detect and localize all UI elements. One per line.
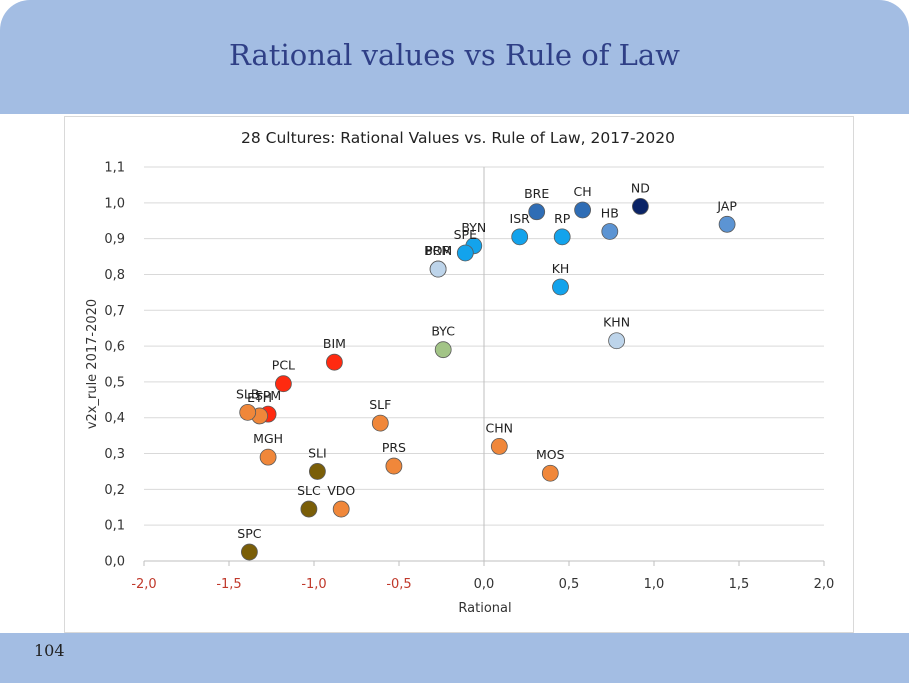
point-label-nd: ND [631, 180, 650, 195]
point-hb [601, 223, 619, 240]
x-tick-label: -0,5 [386, 577, 411, 592]
point-slf [371, 414, 389, 432]
axes [143, 167, 825, 566]
point-label-bim: BIM [323, 336, 346, 351]
x-tick-label: -2,0 [131, 577, 156, 592]
point-label-hb: HB [601, 205, 619, 220]
y-tick-label: 1,1 [104, 161, 125, 176]
point-label-khn: KHN [603, 315, 630, 330]
point-nd [632, 197, 649, 215]
point-pcl [274, 375, 292, 393]
point-label-spc: SPC [237, 526, 261, 541]
point-label-slf: SLF [369, 397, 391, 412]
y-tick-labels: 0,0 0,1 0,2 0,3 0,4 0,5 0,6 0,7 0,8 0,9 1,0 1,1 [104, 161, 125, 570]
point-label-spe: SPE [454, 227, 477, 242]
point-mgh [259, 448, 277, 466]
point-label-mgh: MGH [253, 431, 283, 446]
y-tick-label: 0,0 [104, 555, 125, 570]
y-tick-label: 0,6 [104, 340, 125, 355]
point-brm [429, 260, 447, 278]
point-mos [541, 464, 559, 482]
point-label-byn: BYN [461, 220, 486, 235]
y-tick-label: 1,0 [104, 196, 125, 211]
point-rp [553, 228, 571, 246]
point-spc [240, 543, 258, 561]
title-banner [0, 0, 909, 114]
point-label-isr: ISR [510, 211, 531, 226]
point-label-sli: SLI [308, 445, 327, 460]
x-axis-label: Rational [458, 601, 511, 616]
point-label-slc: SLC [297, 483, 321, 498]
y-tick-label: 0,2 [104, 483, 125, 498]
chart-title: 28 Cultures: Rational Values vs. Rule of… [241, 129, 675, 147]
point-jap [718, 215, 736, 233]
x-tick-label: 2,0 [814, 577, 835, 592]
point-spe [456, 244, 474, 262]
y-tick-label: 0,9 [104, 232, 125, 247]
point-kh [552, 278, 569, 296]
point-label-chn: CHN [486, 420, 513, 435]
x-tick-labels: -2,0 -1,5 -1,0 -0,5 0,0 0,5 1,0 1,5 2,0 [131, 577, 834, 592]
point-sli [308, 463, 326, 480]
y-tick-label: 0,8 [104, 268, 125, 283]
chart-frame [64, 116, 854, 633]
point-khn [608, 332, 625, 350]
y-tick-label: 0,5 [104, 375, 125, 390]
point-label-bre: BRE [524, 186, 549, 201]
point-label-vdo: VDO [327, 483, 355, 498]
point-label-jap: JAP [716, 198, 737, 213]
point-label-spm: SPM [255, 388, 281, 403]
point-label-ch: CH [574, 184, 592, 199]
y-tick-label: 0,4 [104, 411, 125, 426]
point-label-pcl: PCL [272, 358, 295, 373]
x-tick-label: -1,0 [301, 577, 326, 592]
footer-bar [0, 633, 909, 683]
point-isr [511, 228, 529, 246]
data-points [239, 197, 736, 561]
x-tick-label: 1,5 [729, 577, 750, 592]
y-axis-label: v2x_rule 2017-2020 [85, 299, 100, 429]
x-tick-label: 1,0 [644, 577, 665, 592]
point-bim [325, 353, 343, 371]
point-label-rp: RP [554, 211, 571, 226]
point-label-por: POR [425, 243, 451, 258]
point-label-brm: BRM [424, 243, 452, 258]
point-label-mos: MOS [536, 447, 565, 462]
page-number: 104 [34, 641, 65, 660]
y-tick-label: 0,7 [104, 304, 125, 319]
point-byc [434, 341, 452, 359]
point-label-eth: ETH [247, 390, 272, 405]
point-prs [385, 457, 403, 475]
point-ch [574, 201, 591, 219]
point-chn [490, 437, 508, 455]
slide-title: Rational values vs Rule of Law [229, 38, 680, 72]
y-tick-label: 0,1 [104, 519, 125, 534]
y-tick-label: 0,3 [104, 447, 125, 462]
point-vdo [332, 500, 350, 518]
x-tick-label: -1,5 [216, 577, 241, 592]
point-slc [300, 500, 318, 518]
point-label-prs: PRS [382, 440, 406, 455]
x-tick-label: 0,0 [474, 577, 495, 592]
point-label-byc: BYC [431, 324, 455, 339]
point-slb [239, 403, 257, 421]
point-label-slb: SLB [236, 386, 259, 401]
point-bre [528, 203, 546, 221]
point-label-kh: KH [552, 261, 570, 276]
x-tick-label: 0,5 [559, 577, 580, 592]
